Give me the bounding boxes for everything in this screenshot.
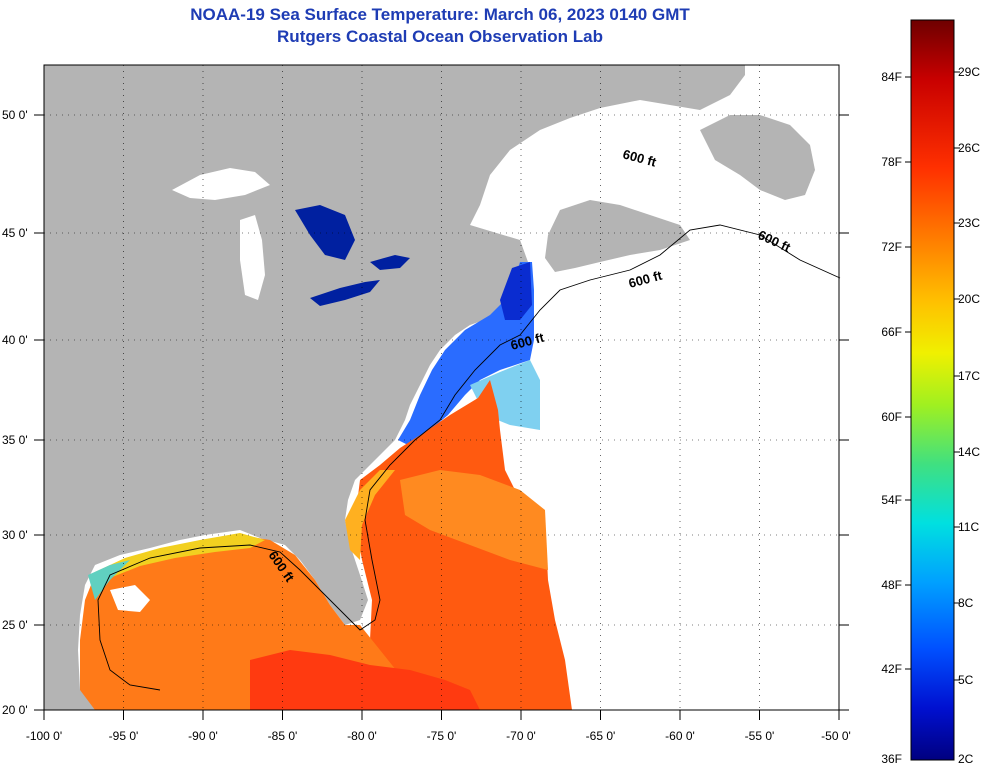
colorbar-c-label: 11C <box>958 520 979 534</box>
colorbar-c-label: 29C <box>958 65 980 79</box>
sst-sargasso <box>400 470 548 570</box>
colorbar-c-label: 8C <box>958 596 974 610</box>
sst-caribbean <box>250 650 480 710</box>
isobath-600ft <box>97 224 841 691</box>
sst-shelf-south <box>345 470 395 560</box>
land-newfoundland <box>700 115 815 200</box>
sst-gulf-north-shelf <box>95 533 265 578</box>
colorbar-c-label: 14C <box>958 445 980 459</box>
colorbar-c-label: 26C <box>958 141 980 155</box>
colorbar-f-label: 84F <box>881 70 902 84</box>
gulf-st-lawrence <box>510 130 700 200</box>
axis-ticks <box>34 114 849 720</box>
land-north-america <box>44 65 745 710</box>
colorbar-c-label: 17C <box>958 369 980 383</box>
lat-label: 35 0' <box>2 433 28 447</box>
colorbar-c-label: 23C <box>958 216 980 230</box>
sst-cloud-gap <box>110 585 150 612</box>
lake-michigan <box>240 215 265 300</box>
lon-label: -80 0' <box>347 729 377 743</box>
colorbar-c-label: 5C <box>958 673 974 687</box>
lon-label: -90 0' <box>188 729 218 743</box>
lat-label: 45 0' <box>2 226 28 240</box>
colorbar-f-label: 66F <box>881 325 902 339</box>
lon-label: -100 0' <box>26 729 62 743</box>
colorbar-f-label: 60F <box>881 410 902 424</box>
lake-huron <box>295 205 355 260</box>
lon-label: -65 0' <box>586 729 616 743</box>
colorbar-f-label: 36F <box>881 752 902 766</box>
land-maritimes <box>545 200 690 272</box>
lon-label: -50 0' <box>821 729 851 743</box>
lake-superior <box>172 168 270 200</box>
lon-label: -75 0' <box>427 729 457 743</box>
colorbar-f-label: 78F <box>881 155 902 169</box>
lon-label: -85 0' <box>268 729 298 743</box>
colorbar-c-label: 20C <box>958 292 980 306</box>
colorbar-ticks <box>905 71 960 681</box>
colorbar-f-label: 48F <box>881 578 902 592</box>
title-line-2: Rutgers Coastal Ocean Observation Lab <box>277 27 603 46</box>
lake-erie <box>310 280 380 306</box>
lat-label: 20 0' <box>2 703 28 717</box>
sst-gulf-maine <box>500 262 532 320</box>
colorbar <box>910 19 955 761</box>
colorbar-f-label: 42F <box>881 662 902 676</box>
lat-label: 50 0' <box>2 108 28 122</box>
sst-gulf-stream <box>355 380 572 710</box>
colorbar-f-label: 54F <box>881 493 902 507</box>
lon-label: -95 0' <box>109 729 139 743</box>
title-line-1: NOAA-19 Sea Surface Temperature: March 0… <box>190 5 690 24</box>
lon-label: -70 0' <box>506 729 536 743</box>
lat-label: 40 0' <box>2 333 28 347</box>
sst-texas-shelf <box>88 560 130 600</box>
colorbar-f-label: 72F <box>881 240 902 254</box>
lon-label: -55 0' <box>745 729 775 743</box>
lat-label: 25 0' <box>2 618 28 632</box>
colorbar-c-label: 2C <box>958 752 974 766</box>
map-layers <box>44 65 815 710</box>
map-title: NOAA-19 Sea Surface Temperature: March 0… <box>0 4 880 48</box>
lake-ontario <box>370 255 410 270</box>
lat-label: 30 0' <box>2 528 28 542</box>
sst-shelf-cold <box>398 262 534 445</box>
graticule <box>44 65 839 710</box>
lon-label: -60 0' <box>665 729 695 743</box>
